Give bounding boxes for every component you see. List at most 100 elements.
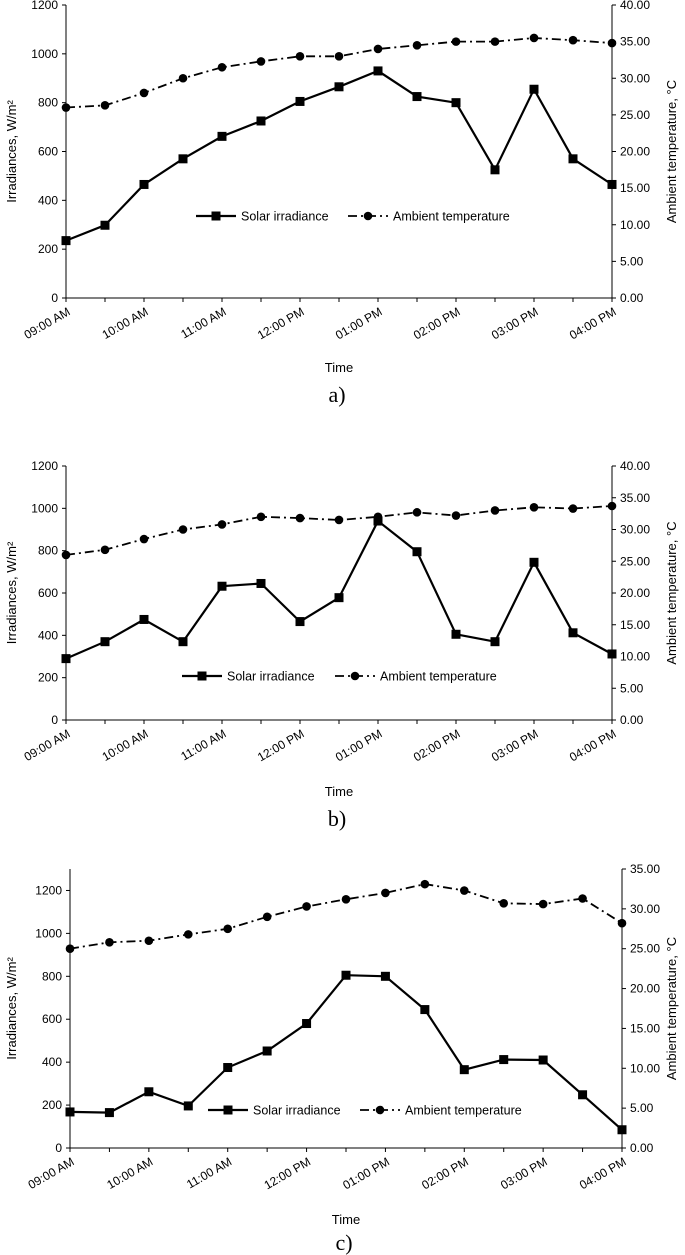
legend-solar-marker	[223, 1105, 233, 1115]
legend-solar-label: Solar irradiance	[227, 670, 315, 684]
solar-irradiance-point	[607, 649, 617, 659]
legend-solar-label: Solar irradiance	[241, 210, 329, 224]
ambient-temperature-point	[412, 40, 422, 50]
x-tick-label: 12:00 PM	[262, 1154, 313, 1192]
chart-panel-1: 0 200 400 600 800 1000 1200 0.00 5.00 10.00 15.00 2…	[4, 459, 679, 831]
y-tick-label: 200	[38, 242, 58, 256]
solar-irradiance-point	[144, 1087, 154, 1097]
solar-irradiance-point	[420, 1005, 430, 1015]
y2-tick-label: 40.00	[620, 0, 650, 12]
solar-irradiance-point	[295, 96, 305, 106]
y-tick-label: 400	[38, 193, 58, 207]
ambient-temperature-point	[256, 512, 266, 522]
x-tick-label: 01:00 PM	[333, 304, 384, 342]
solar-irradiance-point	[223, 1063, 233, 1073]
ambient-temperature-point	[381, 888, 390, 898]
x-axis-title: Time	[325, 360, 353, 375]
solar-irradiance-point	[139, 614, 149, 624]
ambient-temperature-point	[373, 512, 383, 522]
ambient-temperature-point	[607, 38, 617, 48]
y2-axis-title: Ambient temperature, °C	[664, 80, 679, 223]
solar-irradiance-point	[451, 629, 461, 639]
solar-irradiance-point	[61, 236, 71, 246]
y2-tick-label: 5.00	[620, 254, 644, 268]
solar-irradiance-point	[412, 547, 422, 557]
y-tick-label: 0	[51, 713, 58, 727]
x-tick-label: 11:00 AM	[178, 726, 228, 763]
solar-irradiance-point	[217, 581, 227, 591]
ambient-temperature-point	[105, 938, 114, 947]
y2-tick-label: 15.00	[620, 181, 650, 195]
ambient-temperature-point	[217, 62, 227, 72]
solar-irradiance-point	[490, 637, 500, 647]
ambient-temperature-point	[256, 57, 266, 66]
x-tick-label: 12:00 PM	[255, 304, 306, 342]
ambient-temperature-point	[61, 103, 71, 112]
solar-irradiance-line	[65, 69, 613, 242]
solar-irradiance-point	[617, 1125, 627, 1135]
solar-irradiance-point	[178, 637, 188, 647]
y2-tick-label: 40.00	[620, 459, 650, 473]
ambient-temperature-point	[100, 101, 110, 110]
ambient-temperature-point	[420, 879, 430, 889]
y-tick-label: 1200	[31, 0, 58, 12]
ambient-temperature-point	[568, 504, 578, 513]
ambient-temperature-point	[341, 894, 351, 904]
ambient-temperature-point	[217, 520, 227, 529]
ambient-temperature-point	[617, 918, 627, 928]
y2-tick-label: 20.00	[620, 145, 650, 159]
x-tick-label: 09:00 AM	[22, 304, 73, 341]
solar-irradiance-point	[334, 593, 344, 603]
y-tick-label: 800	[42, 969, 62, 983]
y-tick-label: 800	[38, 96, 58, 110]
y2-tick-label: 25.00	[630, 942, 660, 956]
ambient-temperature-point	[490, 506, 500, 515]
ambient-temperature-line	[69, 883, 623, 950]
legend: Solar irradiance Ambient temperature	[182, 670, 497, 684]
ambient-temperature-point	[223, 924, 233, 934]
solar-irradiance-line	[69, 974, 623, 1131]
x-tick-label: 09:00 AM	[26, 1154, 77, 1191]
y2-tick-label: 35.00	[630, 862, 660, 876]
legend-ambient-marker	[350, 671, 360, 681]
solar-irradiance-point	[578, 1090, 588, 1100]
x-tick-label: 01:00 PM	[340, 1154, 391, 1192]
y2-tick-label: 20.00	[630, 982, 660, 996]
y-tick-label: 600	[38, 586, 58, 600]
y-tick-label: 1000	[31, 47, 58, 61]
solar-irradiance-point	[529, 84, 539, 94]
y-tick-label: 400	[42, 1055, 62, 1069]
x-tick-label: 10:00 AM	[100, 726, 151, 763]
ambient-temperature-point	[302, 902, 311, 911]
ambient-temperature-point	[144, 936, 154, 946]
solar-irradiance-point	[262, 1046, 272, 1056]
solar-irradiance-point	[373, 66, 383, 76]
solar-irradiance-point	[139, 179, 149, 189]
y2-tick-label: 5.00	[620, 681, 644, 695]
panel-label: b)	[328, 806, 346, 831]
y2-axis-title: Ambient temperature, °C	[664, 521, 679, 664]
ambient-temperature-point	[490, 37, 500, 46]
ambient-temperature-point	[65, 944, 75, 954]
x-tick-label: 11:00 AM	[184, 1154, 234, 1191]
y2-tick-label: 0.00	[630, 1141, 654, 1155]
solar-irradiance-point	[256, 578, 266, 588]
x-axis-title: Time	[332, 1212, 360, 1227]
y2-tick-label: 25.00	[620, 554, 650, 568]
chart-panel-0: 0 200 400 600 800 1000 1200 0.00 5.00 10.00 15.00 2…	[4, 0, 679, 407]
ambient-temperature-point	[529, 33, 539, 43]
y2-tick-label: 30.00	[620, 523, 650, 537]
x-tick-label: 04:00 PM	[577, 1154, 628, 1192]
solar-irradiance-point	[499, 1055, 509, 1065]
solar-irradiance-point	[380, 971, 390, 981]
solar-irradiance-line	[65, 519, 613, 660]
legend-solar-label: Solar irradiance	[253, 1104, 341, 1118]
legend: Solar irradiance Ambient temperature	[208, 1104, 522, 1118]
x-tick-label: 11:00 AM	[178, 304, 228, 341]
solar-irradiance-point	[607, 179, 617, 189]
legend-ambient-label: Ambient temperature	[380, 670, 497, 684]
ambient-temperature-point	[183, 930, 193, 939]
ambient-temperature-point	[529, 502, 539, 512]
legend: Solar irradiance Ambient temperature	[196, 210, 510, 224]
